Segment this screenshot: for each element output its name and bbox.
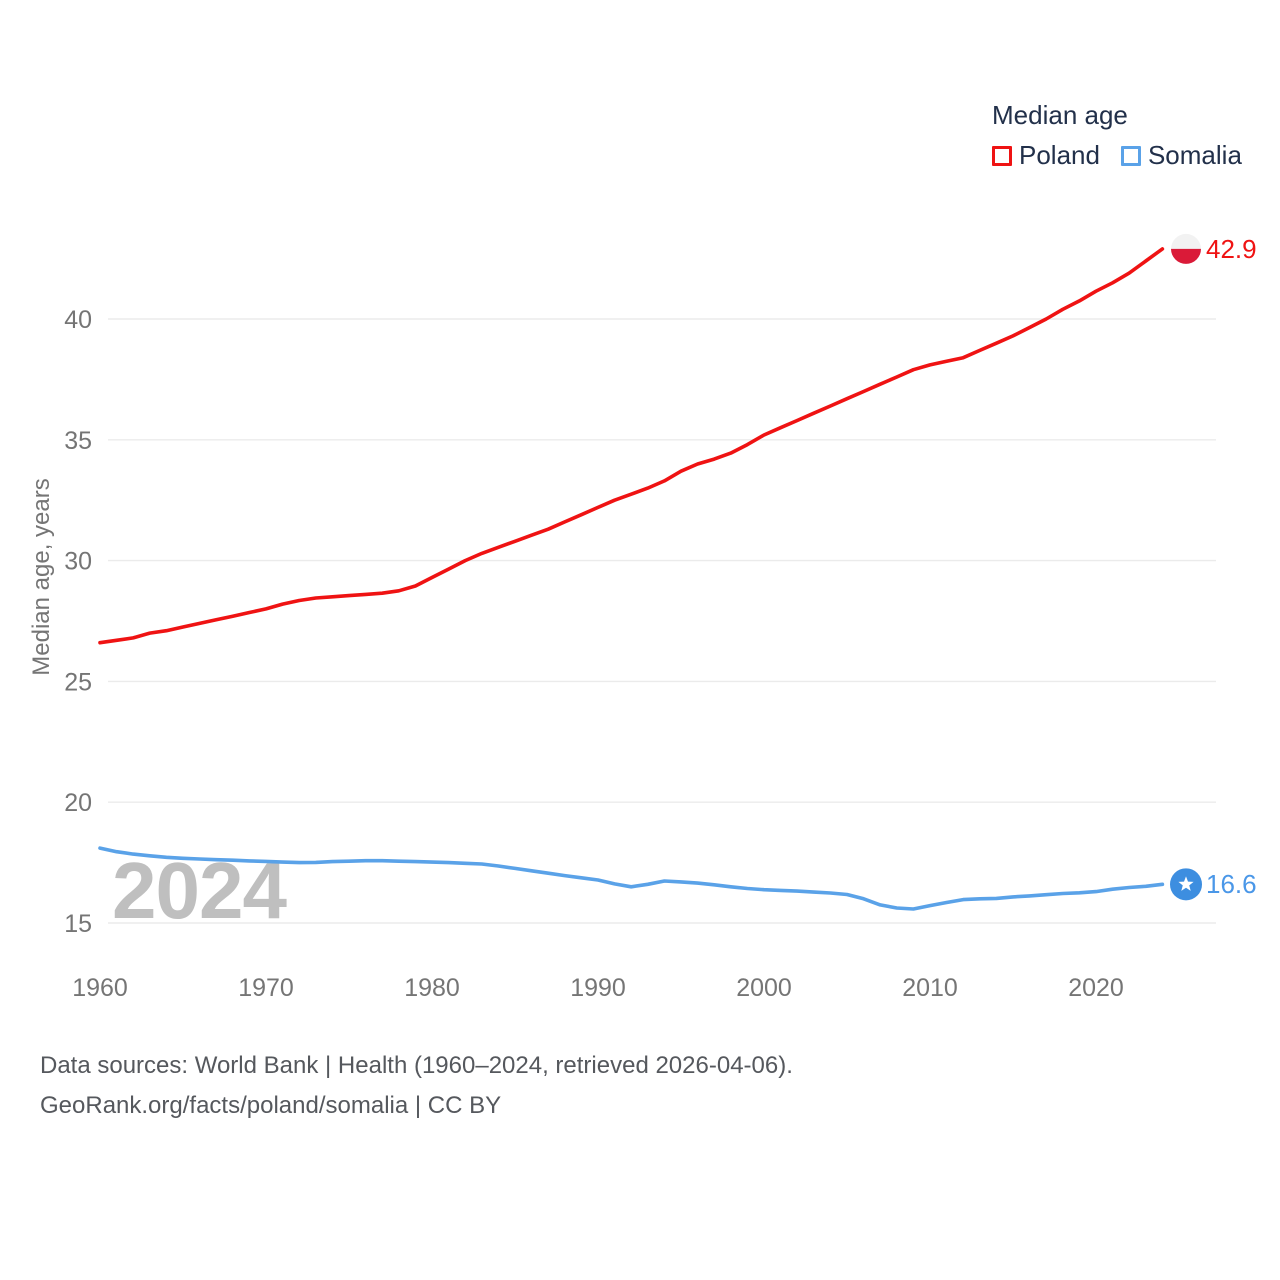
x-tick-label: 1980 bbox=[404, 974, 460, 1002]
y-tick-label: 20 bbox=[64, 789, 92, 817]
x-tick-label: 2020 bbox=[1068, 974, 1124, 1002]
x-tick-label: 1970 bbox=[238, 974, 294, 1002]
y-tick-label: 35 bbox=[64, 427, 92, 455]
somalia-value-label: 16.6 bbox=[1206, 869, 1257, 899]
series-line-poland bbox=[98, 247, 1165, 645]
footer-sources: Data sources: World Bank | Health (1960–… bbox=[40, 1052, 793, 1079]
poland-value-label: 42.9 bbox=[1206, 234, 1257, 264]
series-line-somalia bbox=[98, 846, 1165, 911]
y-tick-label: 30 bbox=[64, 548, 92, 576]
y-tick-label: 40 bbox=[64, 306, 92, 334]
legend-items: Poland Somalia bbox=[992, 140, 1242, 171]
poland-flag-icon bbox=[1171, 248, 1201, 264]
x-tick-label: 2010 bbox=[902, 974, 958, 1002]
y-tick-label: 25 bbox=[64, 668, 92, 696]
somalia-swatch-icon bbox=[1120, 145, 1141, 166]
poland-swatch-icon bbox=[992, 145, 1012, 166]
footer-attribution: GeoRank.org/facts/poland/somalia | CC BY bbox=[40, 1092, 502, 1119]
x-tick-label: 1960 bbox=[72, 974, 128, 1002]
y-axis-title: Median age, years bbox=[28, 478, 55, 676]
star-icon bbox=[1178, 876, 1194, 891]
legend: Median age Poland Somalia bbox=[992, 100, 1242, 171]
watermark-year: 2024 bbox=[112, 846, 287, 935]
x-tick-label: 2000 bbox=[736, 974, 792, 1002]
legend-item-poland[interactable]: Poland bbox=[992, 140, 1100, 171]
poland-flag-icon bbox=[1171, 233, 1201, 249]
legend-item-label: Poland bbox=[1019, 140, 1100, 170]
legend-item-somalia[interactable]: Somalia bbox=[1120, 140, 1242, 171]
x-tick-label: 1990 bbox=[570, 974, 626, 1002]
legend-title: Median age bbox=[992, 100, 1128, 130]
legend-item-label: Somalia bbox=[1147, 140, 1242, 170]
footer: Data sources: World Bank | Health (1960–… bbox=[40, 1046, 793, 1126]
y-tick-label: 15 bbox=[64, 910, 92, 938]
